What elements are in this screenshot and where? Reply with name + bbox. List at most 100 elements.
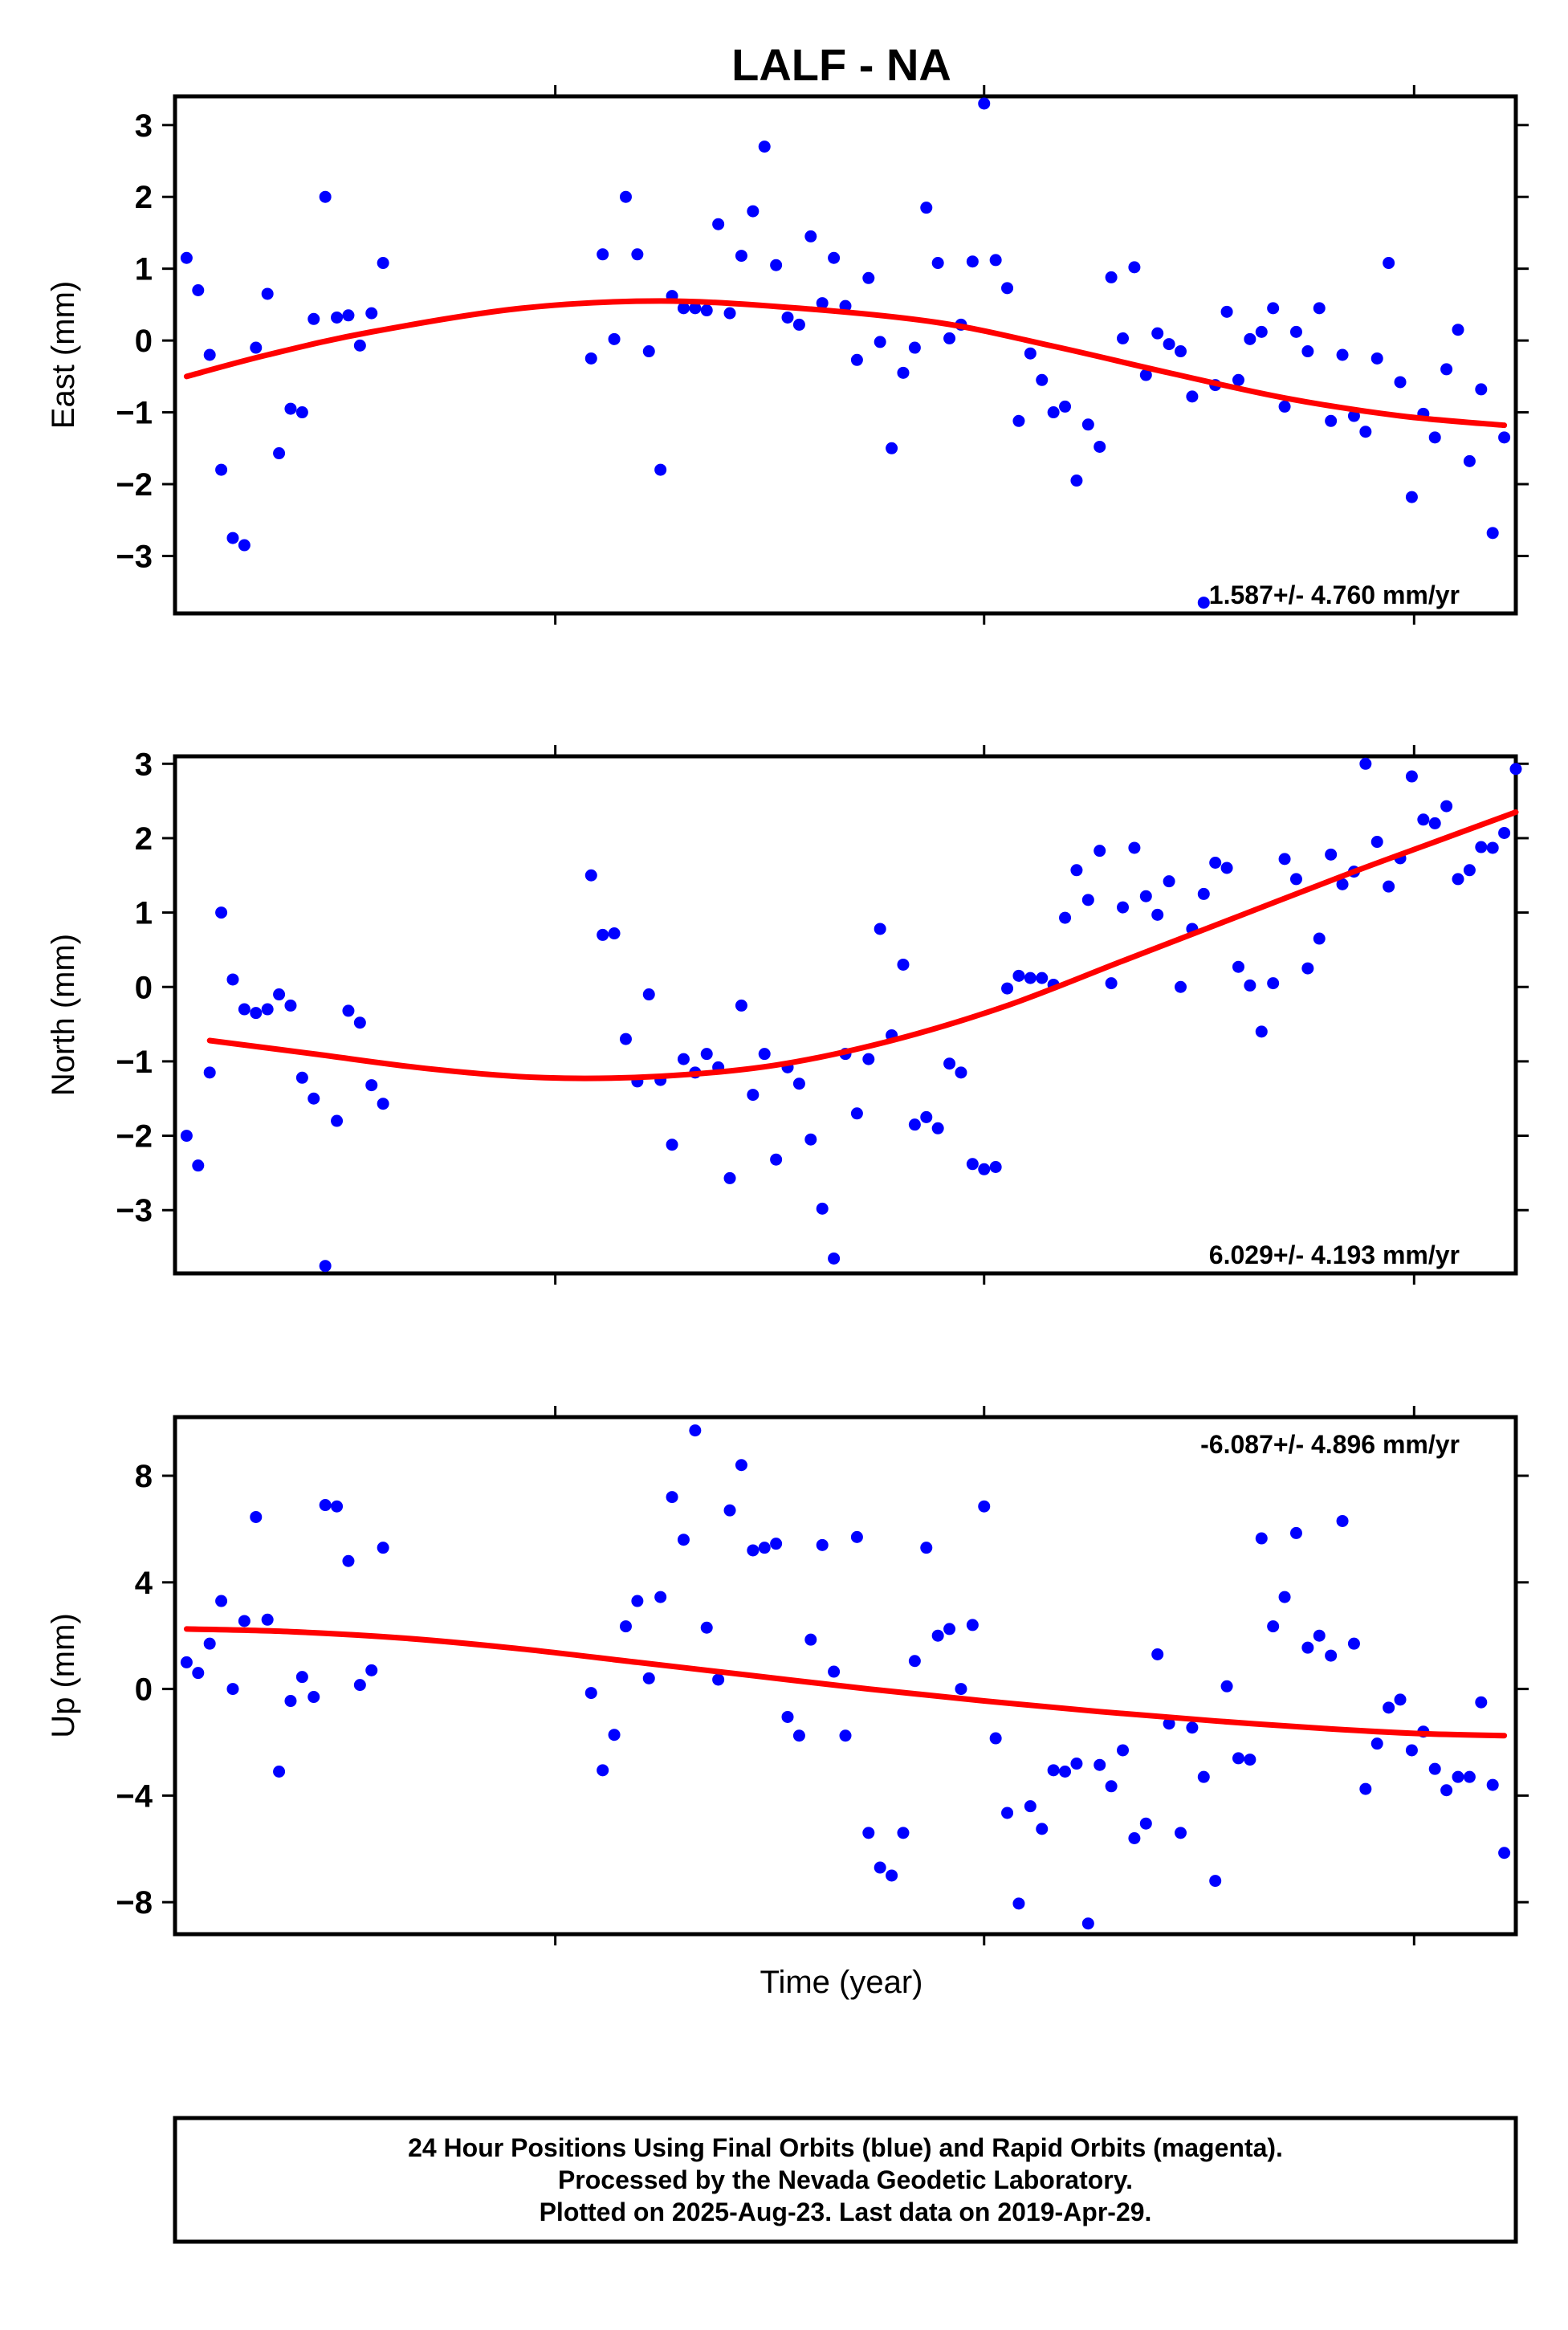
up-data-point xyxy=(1244,1754,1256,1766)
north-data-point xyxy=(816,1202,829,1215)
east-data-point xyxy=(1151,327,1164,340)
up-data-point xyxy=(1139,1817,1152,1830)
east-data-point xyxy=(631,248,644,261)
east-data-point xyxy=(1486,527,1499,540)
east-data-point xyxy=(1301,345,1314,358)
up-data-point xyxy=(1186,1721,1199,1734)
up-data-point xyxy=(1289,1526,1302,1539)
up-data-point xyxy=(1405,1744,1418,1757)
up-data-point xyxy=(886,1869,898,1882)
east-rate-label: 1.587+/- 4.760 mm/yr xyxy=(1209,580,1460,609)
east-data-point xyxy=(342,309,355,322)
north-data-point xyxy=(1012,969,1025,982)
north-data-point xyxy=(1428,817,1441,829)
up-data-point xyxy=(828,1665,841,1678)
east-ytick-label: 0 xyxy=(135,324,153,359)
east-data-point xyxy=(1244,332,1256,345)
north-data-point xyxy=(608,927,621,940)
north-data-point xyxy=(342,1004,355,1017)
north-data-point xyxy=(862,1053,875,1065)
north-data-point xyxy=(1094,845,1106,857)
up-data-point xyxy=(631,1595,644,1607)
north-data-point xyxy=(1383,880,1395,893)
up-data-point xyxy=(1313,1629,1326,1642)
east-fit-curve xyxy=(183,298,1508,429)
east-data-point xyxy=(966,255,979,268)
east-data-point xyxy=(377,257,389,270)
east-data-point xyxy=(1012,414,1025,427)
up-data-point xyxy=(689,1424,702,1437)
up-data-point xyxy=(1498,1847,1511,1860)
north-data-point xyxy=(1220,862,1233,874)
up-ytick-label: 0 xyxy=(135,1672,153,1708)
east-data-point xyxy=(1220,305,1233,318)
up-data-point xyxy=(1370,1737,1383,1750)
up-data-point xyxy=(1024,1800,1037,1813)
up-data-point xyxy=(377,1542,389,1554)
up-data-point xyxy=(584,1687,597,1700)
up-data-point xyxy=(642,1672,655,1684)
north-data-point xyxy=(758,1048,771,1061)
east-data-point xyxy=(1336,348,1349,361)
north-data-point xyxy=(1151,908,1164,921)
east-data-point xyxy=(1047,406,1060,419)
north-data-point xyxy=(1197,887,1210,900)
up-data-point xyxy=(1012,1897,1025,1910)
east-data-point xyxy=(1186,390,1199,403)
up-data-point xyxy=(666,1491,678,1504)
up-data-point xyxy=(307,1691,320,1704)
north-data-point xyxy=(1139,890,1152,902)
east-data-point xyxy=(1255,325,1268,338)
up-data-point xyxy=(1128,1831,1141,1844)
north-data-point xyxy=(295,1071,308,1084)
north-data-point xyxy=(897,958,910,971)
up-ytick-label: −8 xyxy=(116,1885,153,1921)
east-data-point xyxy=(1197,597,1210,609)
east-data-point xyxy=(226,532,239,544)
up-data-point xyxy=(1070,1758,1083,1770)
east-data-point xyxy=(273,447,286,460)
up-data-point xyxy=(1232,1752,1244,1765)
up-data-point xyxy=(920,1542,933,1554)
north-data-point xyxy=(931,1122,944,1134)
north-data-point xyxy=(804,1133,817,1146)
east-data-point xyxy=(642,345,655,358)
east-data-point xyxy=(1405,491,1418,503)
north-data-point xyxy=(1232,960,1244,973)
east-data-point xyxy=(584,352,597,365)
east-data-point xyxy=(1289,325,1302,338)
east-data-point xyxy=(1232,373,1244,386)
east-data-point xyxy=(654,463,667,476)
up-data-point xyxy=(989,1732,1002,1745)
up-data-point xyxy=(1347,1637,1360,1650)
up-data-point xyxy=(180,1656,193,1668)
north-data-point xyxy=(735,999,747,1012)
footer-line-2: Processed by the Nevada Geodetic Laborat… xyxy=(558,2165,1133,2194)
north-ytick-label: 3 xyxy=(135,747,153,782)
east-data-point xyxy=(1175,345,1187,358)
up-data-point xyxy=(1081,1917,1094,1930)
north-data-point xyxy=(874,923,886,935)
up-data-point xyxy=(1267,1620,1280,1633)
up-data-point xyxy=(1047,1764,1060,1777)
up-data-point xyxy=(1452,1770,1464,1783)
north-data-point xyxy=(1440,800,1453,813)
north-data-point xyxy=(1301,962,1314,975)
footer-line-3: Plotted on 2025-Aug-23. Last data on 201… xyxy=(540,2198,1152,2226)
up-data-point xyxy=(1336,1514,1349,1527)
up-data-point xyxy=(966,1619,979,1631)
north-data-point xyxy=(770,1153,783,1166)
up-data-point xyxy=(758,1542,771,1554)
north-data-point xyxy=(828,1252,841,1265)
north-data-point xyxy=(1289,873,1302,886)
up-data-point xyxy=(654,1591,667,1603)
chart-title: LALF - NA xyxy=(731,39,951,90)
north-data-point xyxy=(192,1159,205,1172)
up-data-point xyxy=(931,1629,944,1642)
north-data-point xyxy=(1244,979,1256,992)
north-data-point xyxy=(261,1003,274,1016)
up-data-point xyxy=(1220,1680,1233,1693)
up-data-point xyxy=(365,1664,378,1676)
east-data-point xyxy=(723,307,736,320)
up-data-point xyxy=(700,1621,713,1634)
